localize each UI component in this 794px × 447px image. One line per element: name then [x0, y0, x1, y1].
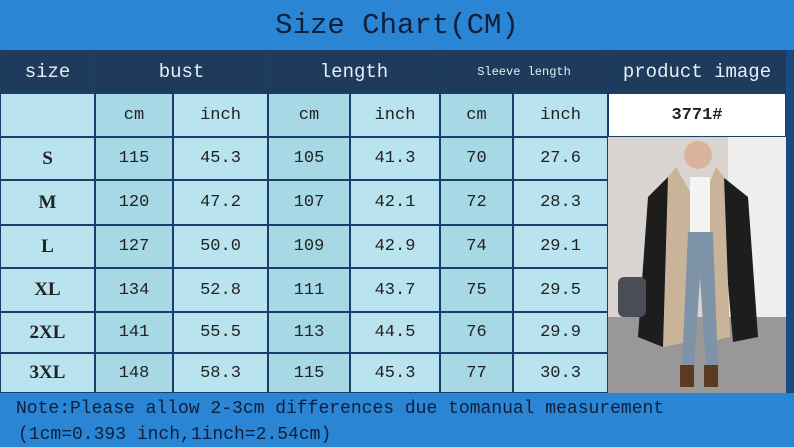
- size-label: L: [0, 225, 95, 268]
- note: (1cm=0.393 inch,1inch=2.54cm): [18, 425, 332, 445]
- header-cell: bust: [95, 50, 268, 93]
- measurement: 109: [268, 225, 350, 268]
- size-label: 3XL: [0, 353, 95, 393]
- subheader-cell: inch: [173, 93, 268, 137]
- measurement: 45.3: [173, 137, 268, 180]
- measurement: 120: [95, 180, 173, 225]
- title: Size Chart(CM): [0, 0, 794, 50]
- subheader-cell: inch: [513, 93, 608, 137]
- measurement: 75: [440, 268, 513, 312]
- size-label: S: [0, 137, 95, 180]
- measurement: 105: [268, 137, 350, 180]
- header-cell: size: [0, 50, 95, 93]
- measurement: 43.7: [350, 268, 440, 312]
- subheader-cell: [0, 93, 95, 137]
- size-label: 2XL: [0, 312, 95, 353]
- measurement: 115: [268, 353, 350, 393]
- measurement: 76: [440, 312, 513, 353]
- measurement: 42.1: [350, 180, 440, 225]
- measurement: 70: [440, 137, 513, 180]
- product-code: 3771#: [608, 93, 786, 137]
- measurement: 45.3: [350, 353, 440, 393]
- measurement: 77: [440, 353, 513, 393]
- measurement: 55.5: [173, 312, 268, 353]
- note: Note:Please allow 2-3cm differences due …: [16, 399, 665, 419]
- measurement: 29.1: [513, 225, 608, 268]
- measurement: 41.3: [350, 137, 440, 180]
- size-label: M: [0, 180, 95, 225]
- measurement: 127: [95, 225, 173, 268]
- measurement: 113: [268, 312, 350, 353]
- measurement: 50.0: [173, 225, 268, 268]
- measurement: 47.2: [173, 180, 268, 225]
- product-image: [608, 137, 786, 393]
- measurement: 111: [268, 268, 350, 312]
- measurement: 148: [95, 353, 173, 393]
- measurement: 58.3: [173, 353, 268, 393]
- size-label: XL: [0, 268, 95, 312]
- measurement: 134: [95, 268, 173, 312]
- measurement: 29.9: [513, 312, 608, 353]
- subheader-cell: cm: [268, 93, 350, 137]
- header-cell: length: [268, 50, 440, 93]
- measurement: 74: [440, 225, 513, 268]
- measurement: 44.5: [350, 312, 440, 353]
- measurement: 52.8: [173, 268, 268, 312]
- measurement: 29.5: [513, 268, 608, 312]
- subheader-cell: inch: [350, 93, 440, 137]
- header-cell: product image: [608, 50, 786, 93]
- measurement: 27.6: [513, 137, 608, 180]
- measurement: 107: [268, 180, 350, 225]
- subheader-cell: cm: [440, 93, 513, 137]
- measurement: 42.9: [350, 225, 440, 268]
- measurement: 141: [95, 312, 173, 353]
- measurement: 30.3: [513, 353, 608, 393]
- measurement: 115: [95, 137, 173, 180]
- measurement: 28.3: [513, 180, 608, 225]
- header-cell: Sleeve length: [440, 50, 608, 93]
- subheader-cell: cm: [95, 93, 173, 137]
- measurement: 72: [440, 180, 513, 225]
